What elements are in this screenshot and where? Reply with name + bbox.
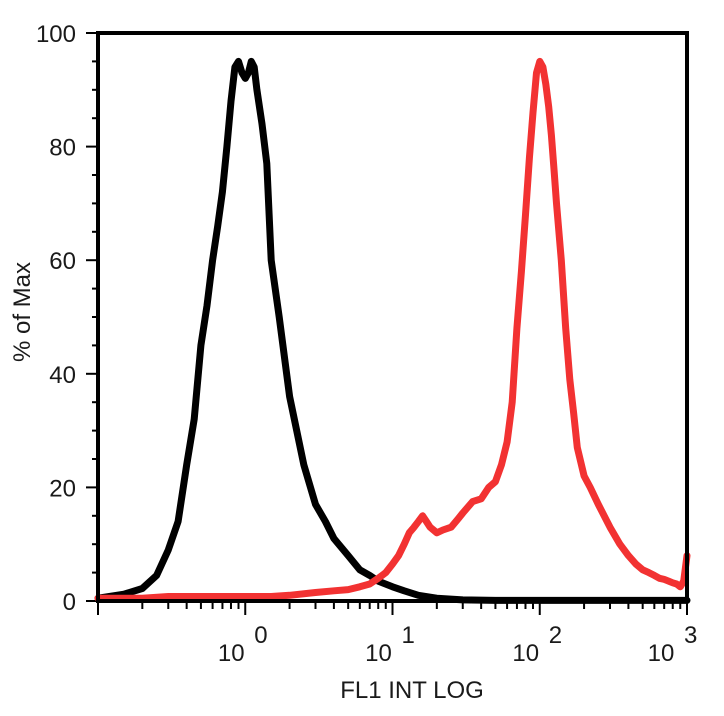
y-axis-title: % of Max bbox=[9, 262, 36, 362]
x-tick-label-exponent: 1 bbox=[402, 622, 415, 649]
series-line-red bbox=[94, 57, 691, 602]
x-tick-label-exponent: 2 bbox=[549, 622, 562, 649]
x-tick-label-base: 10 bbox=[218, 640, 245, 667]
y-tick-label: 20 bbox=[49, 475, 76, 502]
x-tick-label-base: 10 bbox=[648, 640, 675, 667]
y-tick-label: 40 bbox=[49, 362, 76, 389]
series-layer bbox=[94, 57, 691, 604]
x-tick-label-exponent: 3 bbox=[684, 622, 697, 649]
y-tick-label: 80 bbox=[49, 135, 76, 162]
x-tick-label-base: 10 bbox=[512, 640, 539, 667]
y-tick-label: 0 bbox=[63, 589, 76, 616]
y-tick-label: 100 bbox=[36, 21, 76, 48]
x-tick-label-exponent: 0 bbox=[254, 622, 267, 649]
x-tick-label-base: 10 bbox=[365, 640, 392, 667]
series-line-black bbox=[94, 57, 691, 604]
plot-frame bbox=[96, 31, 689, 603]
x-axis-title: FL1 INT LOG bbox=[340, 677, 484, 704]
y-tick-label: 60 bbox=[49, 248, 76, 275]
